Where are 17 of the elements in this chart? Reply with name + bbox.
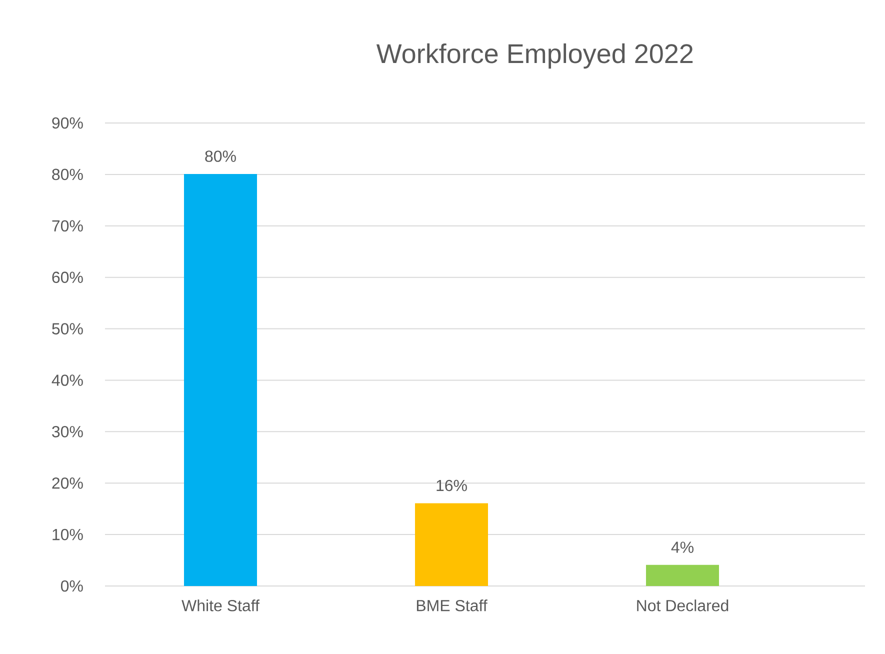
y-tick-label: 20% <box>52 477 83 489</box>
x-tick-label: BME Staff <box>416 600 488 612</box>
y-tick-label: 0% <box>60 580 83 592</box>
x-tick-label: White Staff <box>182 600 260 612</box>
x-tick-label: Not Declared <box>637 600 728 612</box>
data-label: 16% <box>436 480 467 492</box>
y-tick-label: 70% <box>52 220 83 232</box>
chart-title: Workforce Employed 2022 <box>376 43 693 69</box>
y-tick-label: 90% <box>52 117 83 129</box>
data-label: 4% <box>671 542 694 553</box>
y-tick-label: 50% <box>52 323 83 334</box>
y-tick-label: 40% <box>52 374 83 386</box>
y-tick-label: 30% <box>52 426 83 438</box>
data-label: 80% <box>205 150 236 162</box>
y-tick-label: 80% <box>52 168 83 180</box>
y-tick-label: 60% <box>52 272 83 283</box>
y-tick-label: 10% <box>52 528 83 540</box>
